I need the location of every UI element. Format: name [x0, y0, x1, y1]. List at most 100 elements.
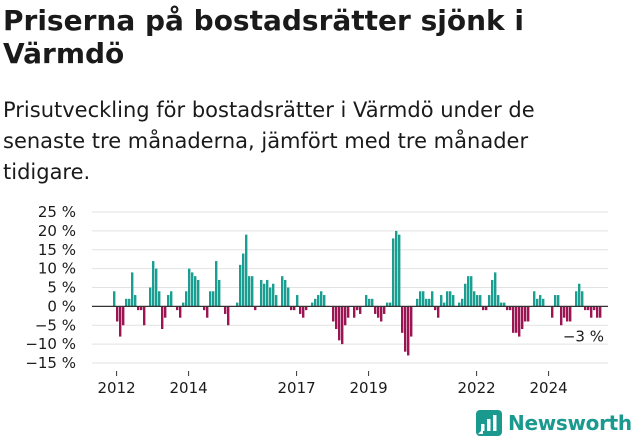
bar — [449, 291, 452, 307]
bar — [119, 306, 122, 337]
bar — [569, 306, 572, 322]
y-tick-label: 0 % — [47, 297, 76, 315]
bar — [464, 283, 467, 307]
bar — [440, 295, 443, 307]
bar — [515, 306, 518, 333]
bar — [518, 306, 521, 337]
bar — [500, 302, 503, 307]
bar — [407, 306, 410, 356]
bar — [476, 295, 479, 307]
bar — [185, 291, 188, 307]
bar — [161, 306, 164, 330]
y-tick-label: −15 % — [25, 354, 76, 372]
chart-subtitle: Prisutveckling för bostadsrätter i Värmd… — [3, 98, 535, 184]
bar — [503, 302, 506, 307]
bar — [590, 306, 593, 318]
bar — [158, 291, 161, 307]
bar — [164, 306, 167, 318]
bar — [176, 306, 179, 311]
bar — [491, 279, 494, 307]
bar — [272, 283, 275, 307]
y-tick-label: −5 % — [35, 316, 76, 334]
bar — [422, 291, 425, 307]
bar — [155, 268, 158, 307]
bar — [215, 261, 218, 307]
bar — [344, 306, 347, 326]
x-tick-label: 2024 — [530, 379, 568, 397]
bar — [122, 306, 125, 326]
x-tick-label: 2012 — [98, 379, 136, 397]
bar — [299, 306, 302, 314]
bar — [470, 276, 473, 307]
bar — [188, 268, 191, 307]
chart-title: Priserna på bostadsrätter sjönk i Värmdö — [3, 4, 525, 70]
bar — [467, 276, 470, 307]
bar — [167, 295, 170, 307]
bar — [461, 298, 464, 307]
bar — [314, 298, 317, 307]
bar — [431, 291, 434, 307]
bar — [260, 279, 263, 307]
bar — [371, 298, 374, 307]
bar — [479, 295, 482, 307]
bar — [419, 291, 422, 307]
bar — [335, 306, 338, 330]
y-tick-label: 15 % — [38, 241, 76, 259]
bar — [131, 272, 134, 307]
bar — [593, 306, 596, 311]
bar — [323, 295, 326, 307]
bar — [332, 306, 335, 322]
bar — [224, 306, 227, 314]
bar — [248, 276, 251, 307]
bar — [383, 306, 386, 314]
bar — [293, 306, 296, 311]
bar — [392, 238, 395, 307]
bar — [245, 234, 248, 307]
chart: 25 %20 %15 %10 %5 %0 %−5 %−10 %−15 % 201… — [25, 203, 608, 397]
bar — [269, 287, 272, 307]
bar — [533, 291, 536, 307]
bar — [599, 306, 602, 318]
bar — [359, 306, 362, 314]
y-tick-label: −10 % — [25, 335, 76, 353]
y-tick-label: 25 % — [38, 203, 76, 221]
bar — [473, 291, 476, 307]
bar — [566, 306, 569, 322]
bar — [554, 295, 557, 307]
bar — [290, 306, 293, 311]
chart-bars — [92, 230, 608, 356]
bar — [320, 291, 323, 307]
bar — [596, 306, 599, 318]
bar — [494, 272, 497, 307]
bar — [497, 295, 500, 307]
bar — [437, 306, 440, 318]
bar — [179, 306, 182, 318]
bar — [317, 295, 320, 307]
bar — [527, 306, 530, 322]
bar — [212, 291, 215, 307]
bar — [443, 302, 446, 307]
bar — [218, 279, 221, 307]
bar — [452, 295, 455, 307]
bar — [125, 298, 128, 307]
bar — [509, 306, 512, 311]
bar — [206, 306, 209, 318]
bar — [296, 295, 299, 307]
bar — [536, 298, 539, 307]
bar — [302, 306, 305, 318]
chart-annotation: −3 % — [563, 328, 604, 346]
bar — [239, 264, 242, 307]
bar — [524, 306, 527, 322]
bar — [338, 306, 341, 341]
bar — [488, 295, 491, 307]
bar — [254, 306, 257, 311]
bar — [242, 253, 245, 307]
newsworthy-logo-icon — [476, 410, 502, 436]
bar — [203, 306, 206, 311]
bar — [134, 295, 137, 307]
bar — [416, 298, 419, 307]
bar — [398, 234, 401, 307]
bar — [275, 295, 278, 307]
bar — [236, 302, 239, 307]
bar — [116, 306, 119, 322]
